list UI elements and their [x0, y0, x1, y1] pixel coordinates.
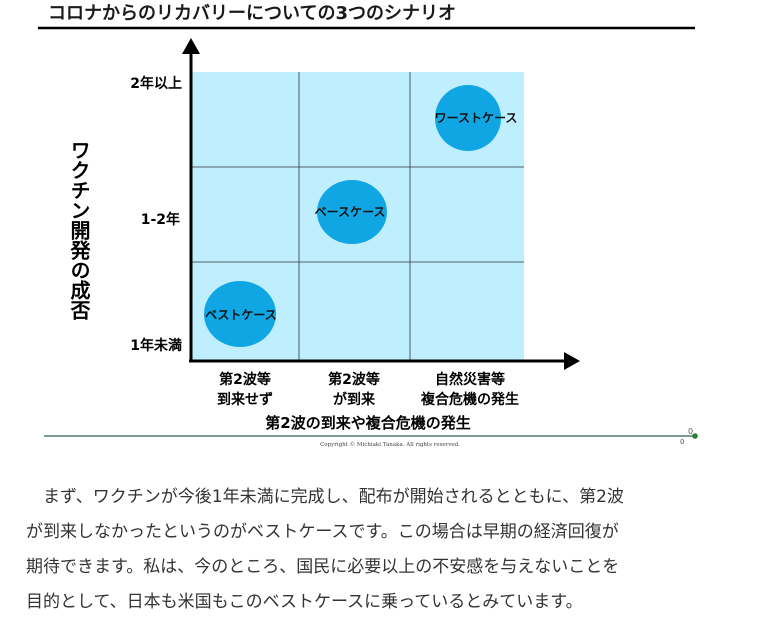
- scenario-worst: ワーストケース: [435, 85, 518, 151]
- scenario-label: ワーストケース: [435, 111, 518, 125]
- x-tick-label: 複合危機の発生: [420, 391, 519, 408]
- corner-mark: 0: [688, 427, 693, 436]
- footer-dot: [692, 433, 698, 439]
- diagram-title: コロナからのリカバリーについての3つのシナリオ: [48, 3, 456, 24]
- y-axis-arrow-icon: [182, 38, 200, 54]
- x-tick-label: 第2波等: [219, 371, 271, 388]
- grid-lines: [191, 72, 524, 360]
- scenario-bubble: [435, 85, 501, 151]
- paragraph-line: が到来しなかったというのがベストケースです。この場合は早期の経済回復が: [26, 522, 619, 542]
- scenario-base: ベースケース: [315, 180, 387, 244]
- x-tick-label: 第2波等: [328, 371, 380, 388]
- scenario-best: ベストケース: [204, 281, 277, 347]
- paragraph-line: 期待できます。私は、今のところ、国民に必要以上の不安感を与えないことを: [26, 557, 620, 577]
- y-tick-label: 1-2年: [141, 211, 180, 228]
- explanation-paragraph: まず、ワクチンが今後1年未満に完成し、配布が開始されるとともに、第2波 が到来し…: [26, 480, 748, 620]
- scenario-bubble: [204, 281, 276, 347]
- y-tick-label: 2年以上: [130, 75, 182, 92]
- x-tick-label: 到来せず: [217, 391, 273, 408]
- x-axis-arrow-icon: [564, 352, 580, 370]
- corner-mark: 0: [680, 438, 684, 446]
- y-tick-label: 1年未満: [130, 337, 182, 354]
- paragraph-line: まず、ワクチンが今後1年未満に完成し、配布が開始されるとともに、第2波: [26, 487, 624, 507]
- copyright-text: Copyright © Michiaki Tanaka. All rights …: [320, 441, 460, 448]
- scenario-label: ベースケース: [315, 205, 386, 219]
- scenario-bubble: [317, 180, 387, 244]
- y-axis-label: ワクチン開発の成否: [67, 140, 91, 320]
- x-axis-label: 第2波の到来や複合危機の発生: [265, 414, 470, 432]
- paragraph-line: 目的として、日本も米国もこのベストケースに乗っているとみています。: [26, 592, 583, 612]
- scenario-label: ベストケース: [205, 308, 277, 322]
- x-tick-label: 自然災害等: [435, 371, 505, 388]
- x-tick-label: が到来: [333, 391, 376, 408]
